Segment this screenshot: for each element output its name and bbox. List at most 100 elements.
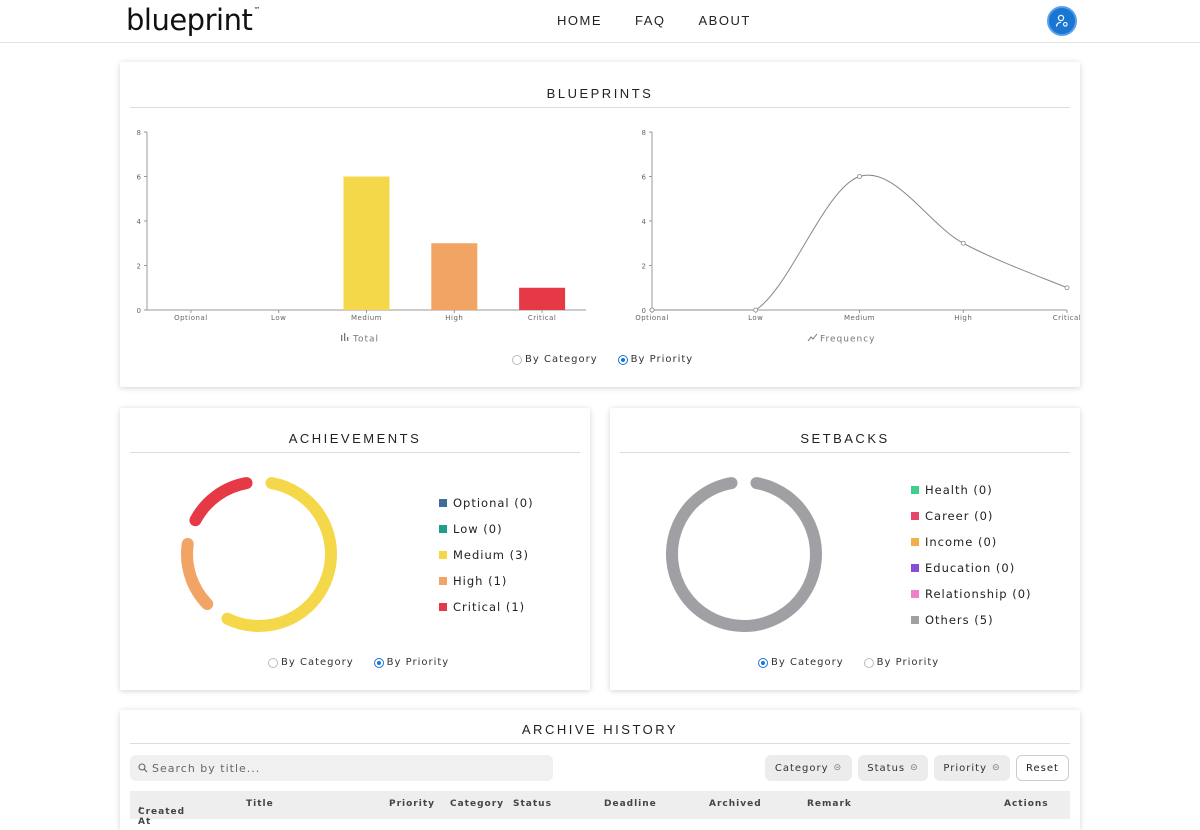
- setbacks-view-toggle: By Category By Priority: [758, 657, 959, 668]
- blueprints-by-priority[interactable]: By Priority: [617, 354, 694, 365]
- archive-table-header: Created At ˄ Title Priority Category Sta…: [130, 791, 1070, 827]
- search-placeholder: Search by title...: [152, 761, 261, 775]
- y-tick-label: 0: [642, 307, 646, 315]
- line-legend[interactable]: Frequency: [807, 333, 876, 345]
- legend-swatch: [911, 538, 919, 546]
- donut-slice-medium: [221, 477, 337, 632]
- bar-legend-label: Total: [352, 335, 379, 345]
- top-navbar: blueprint ™ HOME FAQ ABOUT: [0, 0, 1200, 43]
- y-tick-label: 8: [137, 129, 141, 137]
- column-deadline[interactable]: Deadline: [604, 799, 657, 809]
- x-tick-label: Medium: [844, 314, 875, 322]
- category-filter-button[interactable]: Category ⊝: [765, 755, 852, 781]
- y-tick-label: 0: [137, 307, 141, 315]
- blueprints-view-toggle: By Category By Priority: [512, 354, 713, 365]
- x-tick-label: Optional: [635, 314, 669, 322]
- filter-clear-icon: ⊝: [992, 763, 1001, 773]
- legend-item[interactable]: Education (0): [911, 555, 1032, 581]
- achievements-by-category[interactable]: By Category: [268, 657, 354, 668]
- nav-about[interactable]: ABOUT: [698, 13, 751, 28]
- legend-item[interactable]: Income (0): [911, 529, 1032, 555]
- legend-item[interactable]: Health (0): [911, 477, 1032, 503]
- priority-filter-button[interactable]: Priority ⊝: [934, 755, 1010, 781]
- bar: [431, 243, 478, 310]
- setbacks-legend: Health (0) Career (0) Income (0) Educati…: [911, 477, 1032, 633]
- setbacks-title: SETBACKS: [620, 431, 1070, 453]
- column-archived[interactable]: Archived: [709, 799, 762, 809]
- logo-text: blueprint: [126, 2, 253, 37]
- x-tick-label: High: [445, 314, 463, 322]
- column-remark[interactable]: Remark: [807, 799, 852, 809]
- bar: [343, 176, 390, 310]
- status-filter-button[interactable]: Status ⊝: [858, 755, 928, 781]
- achievements-by-priority[interactable]: By Priority: [373, 657, 450, 668]
- legend-label: Income (0): [925, 535, 998, 549]
- x-tick-label: Critical: [528, 314, 556, 322]
- logo[interactable]: blueprint ™: [126, 2, 260, 38]
- filter-clear-icon: ⊝: [833, 763, 843, 773]
- search-input[interactable]: Search by title...: [130, 755, 553, 781]
- nav-faq[interactable]: FAQ: [635, 13, 666, 28]
- radio-label: By Priority: [630, 354, 694, 365]
- legend-label: Education (0): [925, 561, 1016, 575]
- column-priority[interactable]: Priority: [389, 799, 435, 809]
- legend-swatch: [911, 590, 919, 598]
- reset-button[interactable]: Reset: [1016, 755, 1069, 781]
- legend-label: Optional (0): [453, 496, 534, 510]
- bar-legend[interactable]: Total: [341, 333, 379, 345]
- data-point: [857, 174, 862, 179]
- blueprints-card: BLUEPRINTS 0 2 4 6 8 Optional Low Medium High Cri…: [120, 62, 1080, 387]
- setbacks-by-category[interactable]: By Category: [758, 657, 844, 668]
- donut-slice-others: [666, 477, 822, 632]
- x-tick-label: Critical: [1053, 314, 1080, 322]
- column-title[interactable]: Title: [246, 799, 274, 809]
- column-category[interactable]: Category: [450, 799, 505, 809]
- x-tick-label: High: [954, 314, 972, 322]
- legend-item[interactable]: Critical (1): [439, 594, 534, 620]
- y-tick-label: 6: [137, 174, 142, 182]
- legend-item[interactable]: Relationship (0): [911, 581, 1032, 607]
- column-status[interactable]: Status: [513, 799, 552, 809]
- legend-item[interactable]: Medium (3): [439, 542, 534, 568]
- legend-item[interactable]: Others (5): [911, 607, 1032, 633]
- line-chart-icon: [807, 333, 818, 342]
- legend-item[interactable]: Optional (0): [439, 490, 534, 516]
- legend-label: Relationship (0): [925, 587, 1032, 601]
- legend-item[interactable]: Low (0): [439, 516, 534, 542]
- main-nav: HOME FAQ ABOUT: [557, 13, 784, 28]
- blueprints-by-category[interactable]: By Category: [512, 354, 598, 365]
- series-line: [652, 174, 1068, 311]
- nav-home[interactable]: HOME: [557, 13, 602, 28]
- legend-swatch: [911, 486, 919, 494]
- filter-label: Priority: [943, 762, 988, 774]
- data-point: [753, 307, 759, 313]
- legend-item[interactable]: High (1): [439, 568, 534, 594]
- user-settings-icon: [1055, 14, 1068, 27]
- setbacks-donut-chart: [666, 477, 822, 632]
- y-tick-label: 4: [642, 218, 647, 226]
- blueprints-charts: 0 2 4 6 8 Optional Low Medium High Critical 0 2 4 6 8…: [137, 129, 1080, 345]
- radio-label: By Priority: [386, 657, 450, 668]
- radio-on-icon: [373, 657, 384, 668]
- donut-slice-critical: [189, 477, 253, 527]
- setbacks-by-priority[interactable]: By Priority: [863, 657, 940, 668]
- radio-off-icon: [863, 657, 874, 668]
- y-tick-label: 2: [642, 263, 646, 271]
- column-label: Created At: [138, 807, 186, 827]
- achievements-title: ACHIEVEMENTS: [130, 431, 580, 453]
- achievements-legend: Optional (0) Low (0) Medium (3) High (1)…: [439, 490, 534, 620]
- legend-item[interactable]: Career (0): [911, 503, 1032, 529]
- legend-swatch: [439, 499, 447, 507]
- sort-asc-icon: ˄: [138, 807, 144, 817]
- radio-label: By Category: [525, 354, 598, 365]
- user-menu-button[interactable]: [1047, 6, 1077, 36]
- data-point: [960, 240, 966, 246]
- y-tick-label: 6: [642, 174, 647, 182]
- priority-line-chart: 0 2 4 6 8 Optional Low Medium High Critical: [635, 129, 1080, 322]
- radio-label: By Category: [771, 657, 844, 668]
- achievements-card: ACHIEVEMENTS Optional (0) Low (0) Medium…: [120, 408, 590, 690]
- logo-trademark: ™: [253, 6, 261, 14]
- radio-label: By Priority: [876, 657, 940, 668]
- radio-off-icon: [512, 354, 522, 365]
- priority-bar-chart: 0 2 4 6 8 Optional Low Medium High Critical: [137, 129, 586, 322]
